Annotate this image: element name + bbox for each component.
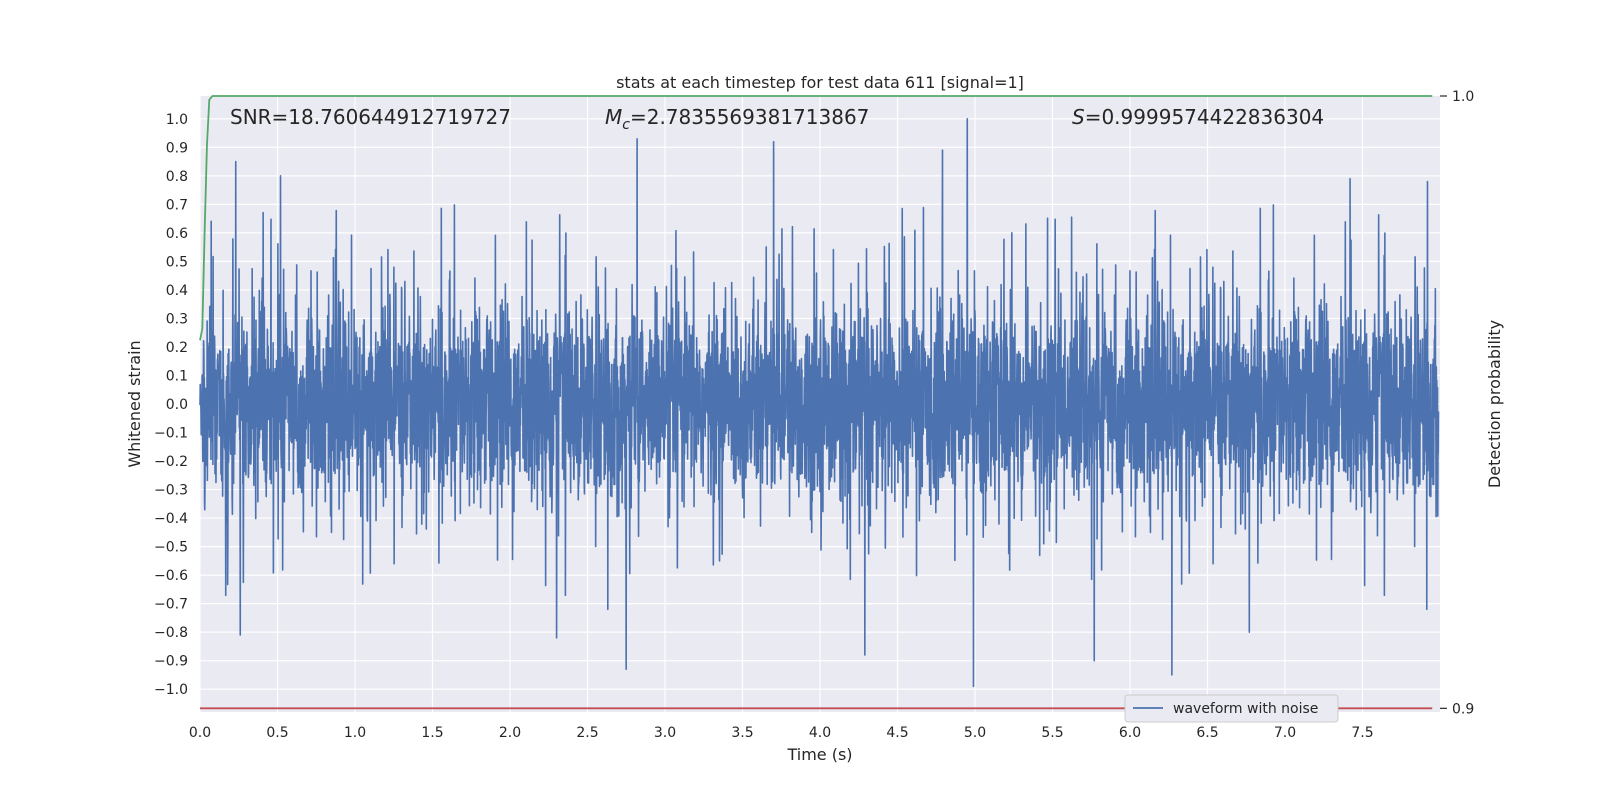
chirp-mass-symbol: M: [605, 105, 622, 129]
x-tick-label: 3.0: [654, 725, 676, 741]
y-tick-label: 0.3: [166, 311, 188, 327]
y-tick-label: 0.0: [166, 397, 188, 413]
x-tick-label: 6.5: [1196, 725, 1218, 741]
x-tick-label: 4.0: [809, 725, 831, 741]
y2-tick-label: 0.9: [1452, 701, 1474, 717]
y-tick-label: 0.5: [166, 254, 188, 270]
y-axis-title: Whitened strain: [125, 340, 144, 467]
score-value: =0.9999574422836304: [1085, 105, 1324, 129]
y-tick-label: 0.4: [166, 283, 188, 299]
x-tick-label: 5.5: [1041, 725, 1063, 741]
y-tick-label: −0.7: [154, 597, 188, 613]
x-tick-label: 7.5: [1351, 725, 1373, 741]
y-tick-label: 0.7: [166, 197, 188, 213]
y-tick-label: −0.8: [154, 625, 188, 641]
legend: waveform with noise: [1124, 694, 1339, 723]
chirp-mass-subscript: c: [622, 117, 630, 133]
y-axis-right: 1.0 0.9: [1440, 89, 1474, 717]
x-tick-label: 3.5: [731, 725, 753, 741]
x-tick-label: 0.5: [266, 725, 288, 741]
y-tick-label: −0.2: [154, 454, 188, 470]
y-tick-label: 0.8: [166, 169, 188, 185]
legend-label: waveform with noise: [1173, 701, 1318, 717]
x-tick-label: 7.0: [1274, 725, 1296, 741]
y-tick-label: 0.1: [166, 368, 188, 384]
score-symbol: S: [1072, 105, 1085, 129]
y-axis-left: 1.0 0.9 0.8 0.7 0.6 0.5 0.4 0.3 0.2 0.1 0.0 −0.1 −0.…: [154, 112, 188, 698]
x-tick-label: 1.5: [421, 725, 443, 741]
x-tick-label: 5.0: [964, 725, 986, 741]
chart-title: stats at each timestep for test data 611…: [616, 73, 1024, 92]
x-tick-label: 1.0: [344, 725, 366, 741]
legend-box: [1124, 694, 1339, 723]
y-tick-label: −0.6: [154, 568, 188, 584]
x-tick-label: 2.5: [576, 725, 598, 741]
score-annotation: S=0.9999574422836304: [1072, 105, 1324, 129]
waveform-series-line: [199, 118, 1440, 688]
x-tick-label: 2.0: [499, 725, 521, 741]
x-axis: 0.0 0.5 1.0 1.5 2.0 2.5 3.0 3.5 4.0 4.5 5.0 5.5 6.0 6…: [189, 725, 1374, 741]
x-tick-label: 6.0: [1119, 725, 1141, 741]
chirp-mass-value: =2.7835569381713867: [630, 105, 869, 129]
y-tick-label: 0.6: [166, 226, 188, 242]
y2-axis-title: Detection probability: [1485, 320, 1504, 488]
y-tick-label: −0.1: [154, 426, 188, 442]
chirp-mass-annotation: Mc=2.7835569381713867: [605, 105, 869, 133]
y-tick-label: −0.3: [154, 483, 188, 499]
y-tick-label: 0.2: [166, 340, 188, 356]
y-tick-label: −0.9: [154, 654, 188, 670]
detection-probability-line: [199, 95, 1433, 341]
y2-tick-label: 1.0: [1452, 89, 1474, 105]
y-tick-label: −1.0: [154, 682, 188, 698]
y-tick-label: 1.0: [166, 112, 188, 128]
y-tick-label: −0.4: [154, 511, 188, 527]
y-tick-label: −0.5: [154, 540, 188, 556]
snr-annotation: SNR=18.760644912719727: [230, 105, 511, 129]
y-tick-label: 0.9: [166, 140, 188, 156]
x-axis-title: Time (s): [786, 745, 852, 764]
x-tick-label: 4.5: [886, 725, 908, 741]
x-tick-label: 0.0: [189, 725, 211, 741]
